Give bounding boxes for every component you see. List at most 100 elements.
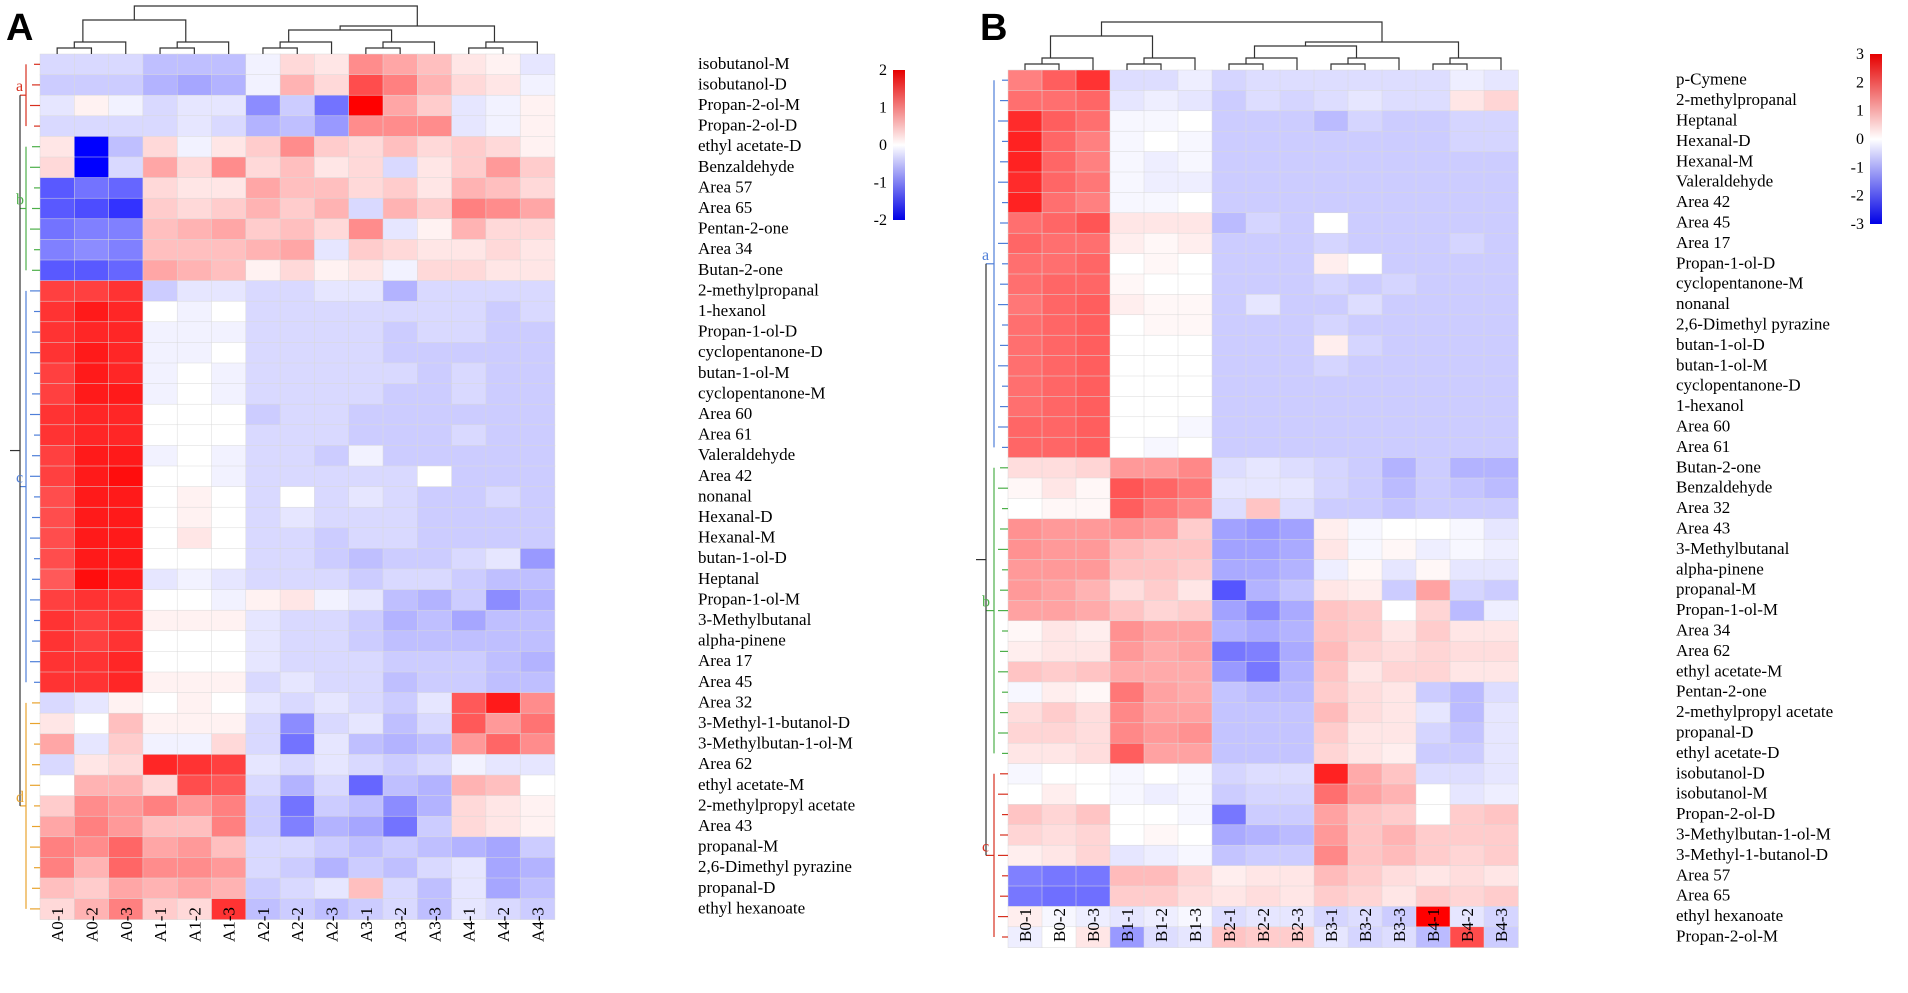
heatmap-cell — [1143, 885, 1179, 908]
heatmap-cell — [176, 445, 213, 467]
row-label: cyclopentanone-D — [698, 342, 823, 361]
heatmap-cell — [1177, 436, 1213, 459]
heatmap-cell — [1143, 273, 1179, 296]
heatmap-cell — [176, 589, 213, 611]
heatmap-cell — [74, 527, 110, 550]
heatmap-cell — [1483, 294, 1519, 316]
heatmap-cell — [245, 321, 281, 344]
heatmap-cell — [519, 671, 556, 694]
heatmap-cell — [485, 53, 521, 76]
heatmap-cell — [1279, 69, 1315, 92]
heatmap-cell — [1381, 661, 1417, 683]
heatmap-cell — [39, 548, 75, 570]
row-label: propanal-M — [1676, 580, 1756, 599]
heatmap-cell — [1109, 702, 1145, 724]
heatmap-cell — [485, 609, 521, 632]
heatmap-cell — [1245, 498, 1281, 520]
heatmap-cell — [211, 218, 247, 241]
heatmap-cell — [245, 465, 281, 488]
heatmap-cell — [1483, 90, 1519, 112]
heatmap-cell — [417, 94, 453, 117]
column-label: A1-3 — [220, 907, 239, 942]
heatmap-cell — [1347, 253, 1383, 275]
heatmap-cell — [1211, 538, 1247, 561]
heatmap-cell — [1483, 396, 1519, 418]
heatmap-cell — [417, 877, 453, 900]
heatmap-cell — [1109, 396, 1145, 418]
row-label: Area 45 — [1676, 213, 1730, 232]
row-label: Valeraldehyde — [698, 445, 795, 464]
heatmap-cell — [1483, 742, 1519, 765]
heatmap-cell — [451, 403, 487, 426]
heatmap-cell — [1279, 498, 1315, 520]
heatmap-cell — [74, 362, 110, 385]
heatmap-cell — [1415, 171, 1451, 194]
row-label: ethyl acetate-M — [1676, 661, 1782, 680]
heatmap-cell — [1279, 375, 1315, 398]
heatmap-cell — [1041, 314, 1077, 336]
row-label: Heptanal — [698, 569, 760, 588]
heatmap-cell — [451, 671, 487, 694]
heatmap-cell — [485, 630, 521, 653]
heatmap-cell — [1143, 865, 1179, 887]
heatmap-cell — [1279, 518, 1315, 540]
heatmap-cell — [211, 548, 247, 570]
heatmap-cell — [74, 568, 110, 591]
heatmap-cell — [451, 445, 487, 467]
panel-label-b: B — [980, 7, 1007, 49]
heatmap-cell — [108, 651, 144, 673]
heatmap-cell — [485, 712, 521, 735]
heatmap-cell — [382, 857, 418, 879]
heatmap-cell — [1041, 498, 1077, 520]
heatmap-cell — [108, 342, 144, 364]
heatmap-cell — [1313, 661, 1349, 683]
heatmap-cell — [1143, 294, 1179, 316]
heatmap-cell — [1211, 171, 1247, 194]
heatmap-cell — [1075, 334, 1111, 357]
heatmap-cell — [1143, 375, 1179, 398]
heatmap-cell — [1415, 477, 1451, 500]
heatmap-cell — [519, 115, 556, 138]
heatmap-cell — [1007, 416, 1043, 438]
heatmap-cell — [1415, 212, 1451, 234]
heatmap-cell — [245, 877, 281, 900]
heatmap-cell — [417, 733, 453, 756]
heatmap-cell — [451, 74, 487, 96]
heatmap-cell — [1279, 844, 1315, 867]
heatmap-cell — [519, 342, 556, 364]
heatmap-cell — [39, 383, 75, 405]
heatmap-cell — [74, 403, 110, 426]
heatmap-cell — [245, 712, 281, 735]
heatmap-cell — [279, 589, 316, 611]
heatmap-cell — [1143, 253, 1179, 275]
heatmap-cell — [1075, 457, 1111, 479]
row-label: Propan-1-ol-M — [1676, 600, 1778, 619]
heatmap-cell — [1381, 294, 1417, 316]
heatmap-cell — [382, 259, 418, 282]
heatmap-cell — [382, 156, 418, 179]
heatmap-cell — [1381, 722, 1417, 744]
heatmap-cell — [382, 94, 418, 117]
row-label: ethyl hexanoate — [1676, 906, 1783, 925]
heatmap-cell — [1007, 90, 1043, 112]
heatmap-cell — [1347, 600, 1383, 622]
row-label: Hexanal-D — [698, 507, 773, 526]
colorbar-tick-label: -1 — [1851, 159, 1864, 176]
heatmap-cell — [1347, 661, 1383, 683]
heatmap-cell — [348, 74, 384, 96]
heatmap-cell — [1109, 355, 1145, 377]
heatmap-cell — [314, 300, 350, 323]
heatmap-cell — [108, 424, 144, 447]
heatmap-cell — [279, 197, 316, 220]
heatmap-cell — [451, 362, 487, 385]
column-label: B1-1 — [1118, 908, 1137, 942]
heatmap-cell — [1381, 477, 1417, 500]
heatmap-cell — [382, 136, 418, 158]
cluster-label: b — [982, 594, 990, 611]
heatmap-cell — [451, 630, 487, 653]
heatmap-cell — [451, 548, 487, 570]
heatmap-cell — [1007, 151, 1043, 173]
heatmap-cell — [1109, 192, 1145, 214]
heatmap-cell — [74, 671, 110, 694]
heatmap-cell — [245, 156, 281, 179]
